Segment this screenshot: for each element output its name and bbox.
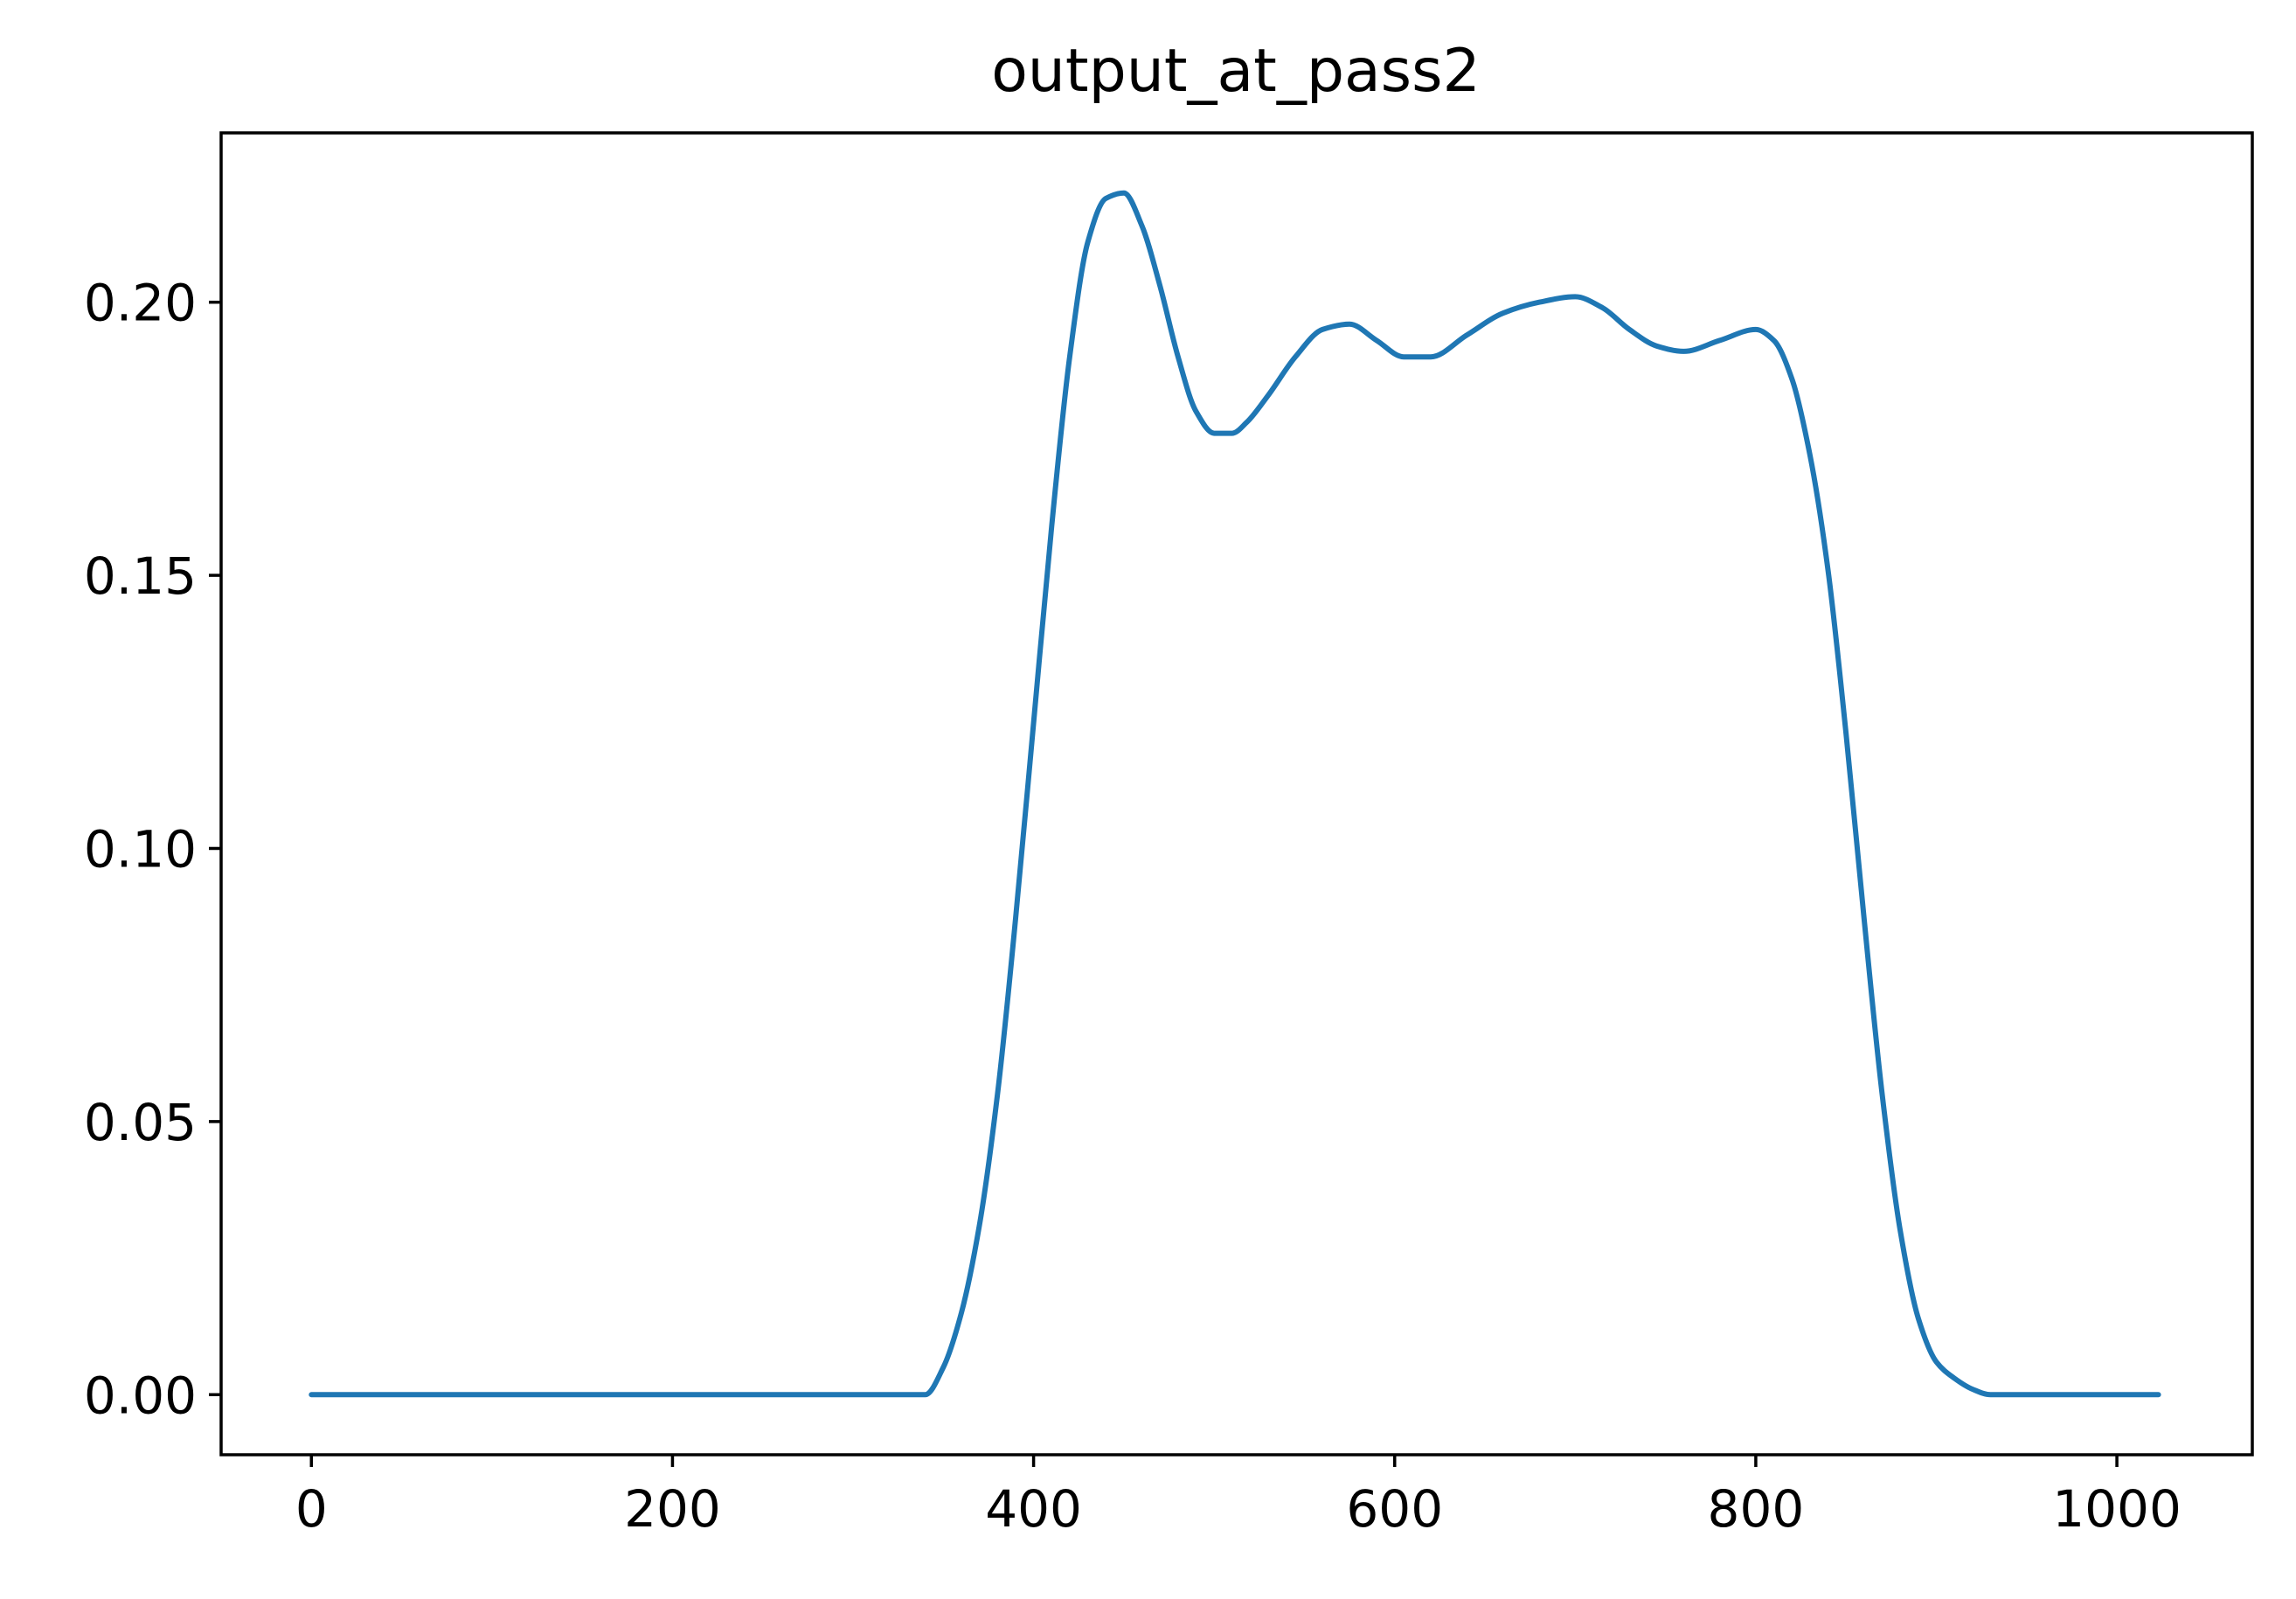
y-axis: 0.00 0.05 0.10 0.15 0.20: [84, 274, 221, 1425]
series-line: [309, 190, 2161, 1398]
y-tick-label: 0.10: [84, 819, 197, 879]
plot-frame: [219, 131, 2254, 1456]
x-tick-label: 600: [1346, 1479, 1443, 1539]
x-tick-label: 200: [624, 1479, 721, 1539]
x-axis: 0 200 400 600 800 1000: [295, 1455, 2182, 1539]
x-tick-label: 400: [985, 1479, 1082, 1539]
y-tick-label: 0.15: [84, 546, 197, 606]
y-tick-label: 0.05: [84, 1093, 197, 1152]
x-tick-label: 0: [295, 1479, 328, 1539]
chart-title: output_at_pass2: [991, 37, 1481, 106]
y-tick-label: 0.00: [84, 1366, 197, 1425]
x-tick-label: 1000: [2052, 1479, 2182, 1539]
x-tick-label: 800: [1708, 1479, 1805, 1539]
y-tick-label: 0.20: [84, 274, 197, 333]
